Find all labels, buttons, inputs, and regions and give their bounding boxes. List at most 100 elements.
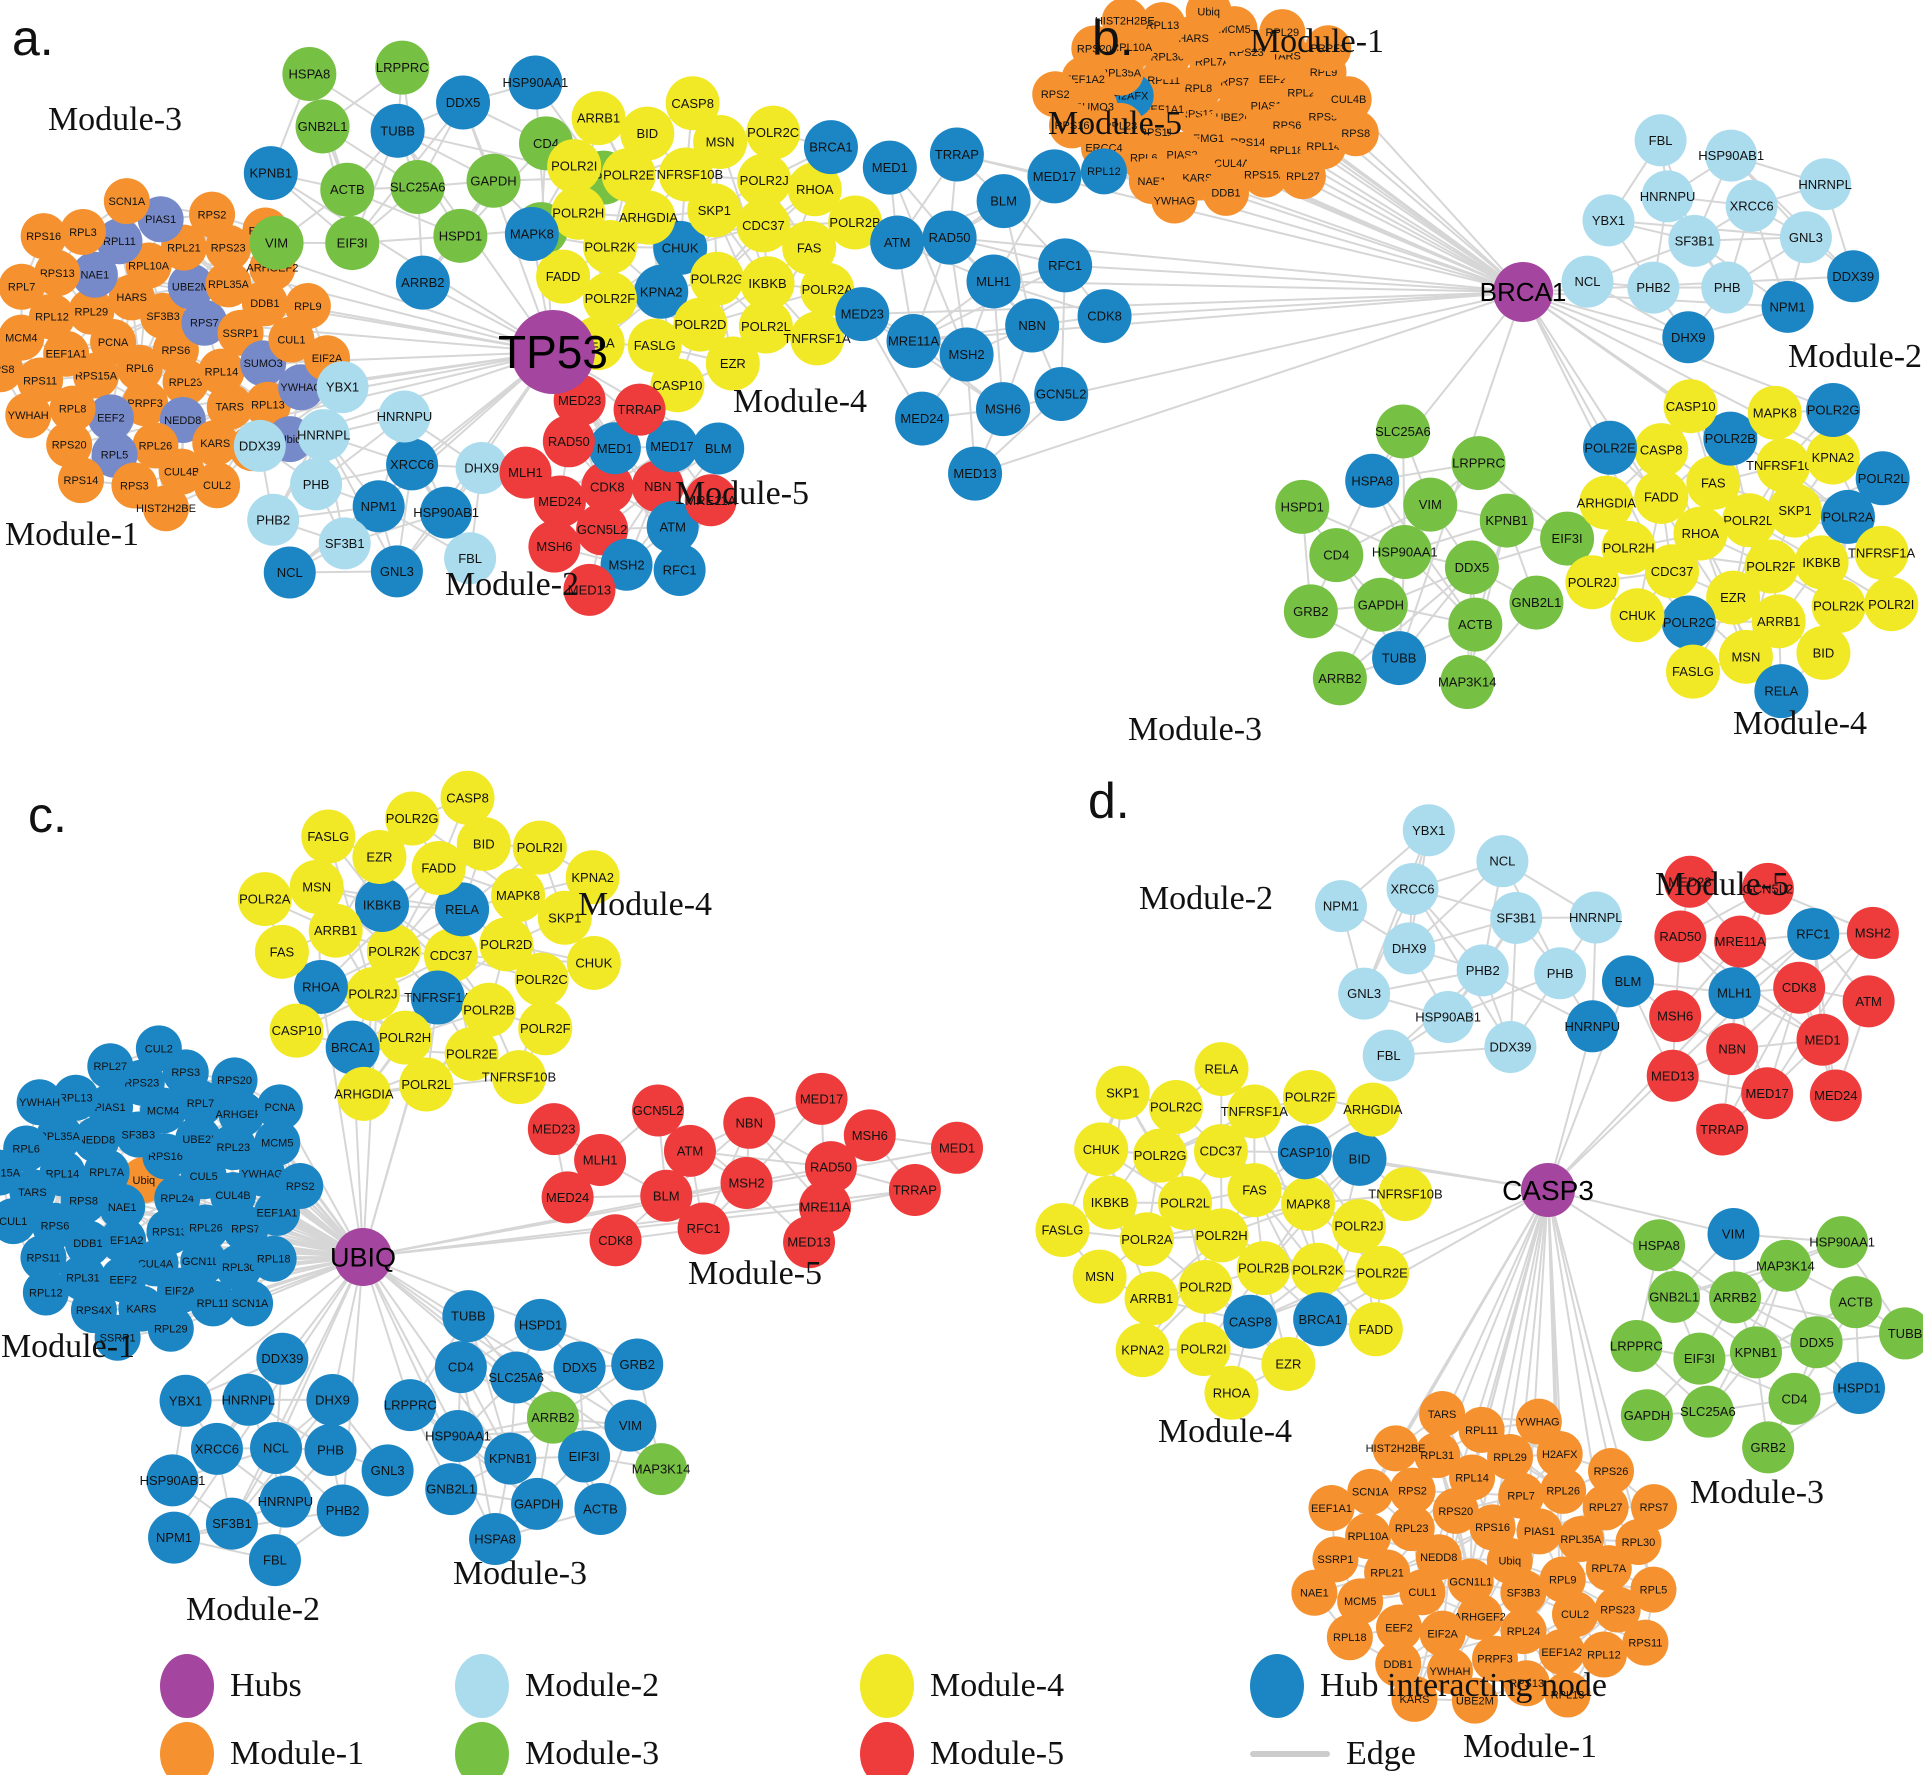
node-ubiq[interactable]	[1185, 0, 1232, 35]
node-arrb2[interactable]	[1312, 651, 1367, 706]
node-eif3i[interactable]	[558, 1430, 611, 1483]
node-nae1[interactable]	[99, 1183, 146, 1230]
node-hsp90ab1[interactable]	[1422, 991, 1475, 1044]
node-rps15a[interactable]	[0, 1149, 22, 1196]
node-skp1[interactable]	[1768, 483, 1823, 538]
node-nbn[interactable]	[1706, 1023, 1759, 1076]
node-blm[interactable]	[692, 422, 745, 475]
node-ddx5[interactable]	[436, 75, 491, 130]
node-ybx1[interactable]	[316, 361, 369, 414]
node-kpna2[interactable]	[565, 850, 620, 905]
node-rpl12[interactable]	[22, 1269, 69, 1316]
node-polr2h[interactable]	[551, 185, 606, 240]
node-msh2[interactable]	[939, 327, 994, 382]
node-arrb2[interactable]	[395, 255, 450, 310]
node-atm[interactable]	[1842, 975, 1895, 1028]
node-rpl27[interactable]	[1582, 1484, 1629, 1531]
node-actb[interactable]	[1829, 1276, 1882, 1329]
node-rhoa[interactable]	[1673, 506, 1728, 561]
node-nae1[interactable]	[1291, 1569, 1338, 1616]
node-hspd1[interactable]	[433, 208, 488, 263]
hub-ubiq[interactable]	[334, 1228, 392, 1286]
node-med24[interactable]	[1809, 1069, 1862, 1122]
node-rpl24[interactable]	[1500, 1608, 1547, 1655]
node-arrb2[interactable]	[1709, 1271, 1762, 1324]
node-polr2j[interactable]	[1331, 1199, 1386, 1254]
node-rpl9[interactable]	[1539, 1556, 1586, 1603]
node-rps8[interactable]	[0, 346, 24, 393]
node-lrpprc[interactable]	[375, 40, 430, 95]
node-rpl26[interactable]	[1540, 1467, 1587, 1514]
node-med13[interactable]	[783, 1216, 836, 1269]
node-ddx39[interactable]	[233, 419, 286, 472]
node-msh6[interactable]	[843, 1109, 896, 1162]
node-hnrnpu[interactable]	[378, 390, 431, 443]
node-rps11[interactable]	[20, 1234, 67, 1281]
node-kars[interactable]	[192, 419, 239, 466]
node-med17[interactable]	[645, 420, 698, 473]
node-phb2[interactable]	[316, 1484, 369, 1537]
node-cdk8[interactable]	[589, 1214, 642, 1267]
node-casp8[interactable]	[1223, 1294, 1278, 1349]
node-arrb1[interactable]	[308, 903, 363, 958]
node-dhx9[interactable]	[1383, 922, 1436, 975]
node-grb2[interactable]	[1283, 584, 1338, 639]
node-lrpprc[interactable]	[1610, 1320, 1663, 1373]
node-eif3i[interactable]	[325, 216, 380, 271]
node-rpl29[interactable]	[147, 1305, 194, 1352]
node-nae1[interactable]	[71, 251, 118, 298]
node-cdc37[interactable]	[424, 928, 479, 983]
node-faslg[interactable]	[1035, 1203, 1090, 1258]
node-ikbkb[interactable]	[1082, 1175, 1137, 1230]
node-polr2g[interactable]	[1806, 383, 1861, 438]
node-tubb[interactable]	[1879, 1307, 1923, 1360]
node-trrap[interactable]	[888, 1163, 941, 1216]
node-rpl18[interactable]	[1326, 1614, 1373, 1661]
node-phb2[interactable]	[1627, 261, 1680, 314]
node-vim[interactable]	[1403, 477, 1458, 532]
node-fadd[interactable]	[1634, 469, 1689, 524]
node-rpl12[interactable]	[1080, 148, 1127, 195]
node-med24[interactable]	[533, 475, 586, 528]
node-hnrnpu[interactable]	[259, 1475, 312, 1528]
node-ywhag[interactable]	[1151, 177, 1198, 224]
node-hsp90ab1[interactable]	[420, 486, 473, 539]
node-polr2b[interactable]	[828, 195, 883, 250]
node-kpna2[interactable]	[634, 264, 689, 319]
node-eif3i[interactable]	[1673, 1332, 1726, 1385]
node-eef1a2[interactable]	[1538, 1628, 1585, 1675]
node-map3k14[interactable]	[1759, 1239, 1812, 1292]
node-npm1[interactable]	[148, 1511, 201, 1564]
node-med24[interactable]	[541, 1171, 594, 1224]
node-tubb[interactable]	[370, 103, 425, 158]
node-polr2l[interactable]	[738, 299, 793, 354]
hub-casp3[interactable]	[1521, 1163, 1575, 1217]
node-med1[interactable]	[1796, 1013, 1849, 1066]
node-cd4[interactable]	[1309, 528, 1364, 583]
node-map3k14[interactable]	[635, 1443, 688, 1496]
node-hsp90aa1[interactable]	[1816, 1216, 1869, 1269]
node-slc25a6[interactable]	[390, 160, 445, 215]
node-dhx9[interactable]	[1662, 311, 1715, 364]
node-mre11a[interactable]	[1714, 915, 1767, 968]
node-fas[interactable]	[254, 924, 309, 979]
node-med24[interactable]	[895, 391, 950, 446]
node-rps20[interactable]	[211, 1057, 258, 1104]
node-rps23[interactable]	[1594, 1586, 1641, 1633]
node-bid[interactable]	[456, 816, 511, 871]
node-rpl23[interactable]	[162, 359, 209, 406]
node-rps20[interactable]	[1071, 25, 1118, 72]
node-mapk8[interactable]	[1747, 385, 1802, 440]
node-tubb[interactable]	[442, 1290, 495, 1343]
node-sf3b1[interactable]	[205, 1497, 258, 1550]
node-fbl[interactable]	[1634, 114, 1687, 167]
node-rpl11[interactable]	[1458, 1406, 1505, 1453]
node-mlh1[interactable]	[499, 446, 552, 499]
node-ezr[interactable]	[1261, 1336, 1316, 1391]
node-kpnb1[interactable]	[484, 1432, 537, 1485]
node-rpl7[interactable]	[1498, 1472, 1545, 1519]
node-msn[interactable]	[289, 859, 344, 914]
node-pias1[interactable]	[137, 196, 184, 243]
node-polr2a[interactable]	[237, 872, 292, 927]
node-xrcc6[interactable]	[1725, 179, 1778, 232]
